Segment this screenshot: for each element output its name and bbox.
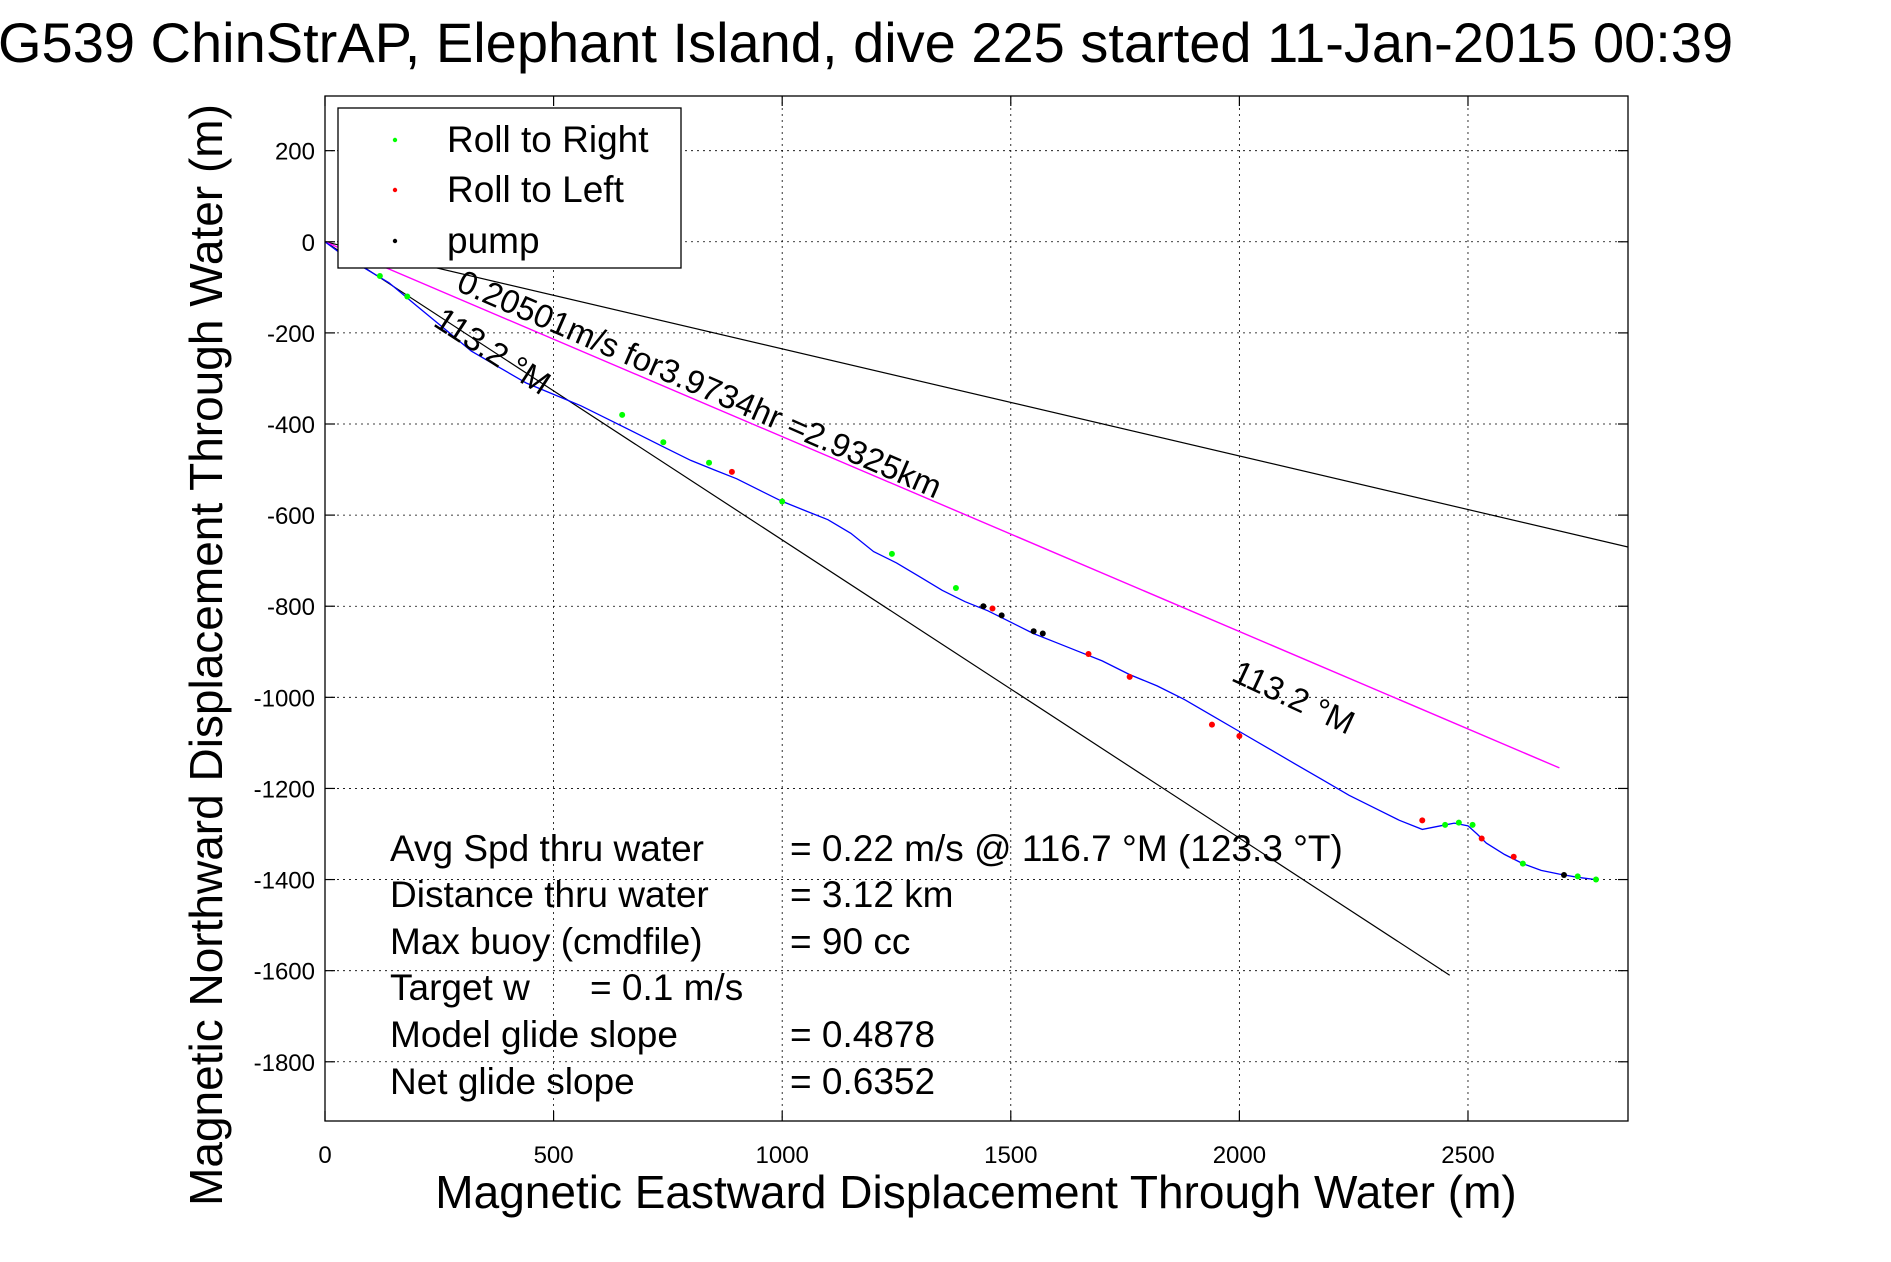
stat-label: Max buoy (cmdfile) bbox=[390, 921, 703, 962]
pump-point bbox=[1039, 630, 1046, 637]
legend: Roll to Right Roll to Left pump bbox=[337, 107, 682, 269]
stat-value: = 0.6352 bbox=[790, 1061, 935, 1102]
roll-left-point bbox=[1419, 817, 1426, 824]
stat-label: Avg Spd thru water bbox=[390, 828, 704, 869]
legend-marker-pump bbox=[392, 238, 398, 244]
x-tick-label: 500 bbox=[534, 1142, 574, 1169]
track-markers bbox=[376, 272, 1599, 883]
data-layer bbox=[325, 241, 1628, 976]
roll-right-point bbox=[1519, 860, 1526, 867]
pump-point bbox=[1030, 628, 1037, 635]
stat-value: = 3.12 km bbox=[790, 874, 954, 915]
y-axis-label: Magnetic Northward Displacement Through … bbox=[180, 104, 232, 1206]
x-tick-label: 0 bbox=[318, 1142, 331, 1169]
stats-block: Avg Spd thru water = 0.22 m/s @ 116.7 °M… bbox=[390, 828, 1343, 1102]
roll-right-point bbox=[619, 411, 626, 418]
roll-right-point bbox=[404, 293, 411, 300]
pump-point bbox=[998, 612, 1005, 619]
legend-marker-roll-left bbox=[392, 187, 398, 193]
stat-label: Net glide slope bbox=[390, 1061, 635, 1102]
pump-point bbox=[1560, 872, 1567, 878]
y-tick-label: -600 bbox=[267, 503, 315, 530]
roll-left-point bbox=[1085, 651, 1092, 658]
roll-right-point bbox=[779, 498, 786, 505]
roll-right-point bbox=[888, 550, 895, 557]
y-tick-label: -200 bbox=[267, 321, 315, 348]
roll-right-point bbox=[660, 439, 667, 446]
y-tick-label: -1800 bbox=[254, 1050, 315, 1077]
roll-left-point bbox=[1478, 835, 1485, 842]
y-tick-label: -1400 bbox=[254, 868, 315, 895]
chart-title: G539 ChinStrAP, Elephant Island, dive 22… bbox=[0, 11, 1733, 74]
y-tick-label: -1600 bbox=[254, 959, 315, 986]
legend-label-roll-left: Roll to Left bbox=[447, 169, 625, 210]
stat-value: = 0.1 m/s bbox=[590, 967, 743, 1008]
x-tick-label: 2000 bbox=[1213, 1142, 1266, 1169]
y-tick-label: 200 bbox=[275, 139, 315, 166]
y-tick-label: -400 bbox=[267, 412, 315, 439]
roll-right-point bbox=[1442, 821, 1449, 828]
roll-right-point bbox=[952, 585, 959, 591]
roll-right-point bbox=[1592, 876, 1599, 883]
x-axis-label: Magnetic Eastward Displacement Through W… bbox=[435, 1166, 1516, 1218]
y-tick-label: -1000 bbox=[254, 685, 315, 712]
stat-value: = 0.22 m/s @ 116.7 °M (123.3 °T) bbox=[790, 828, 1343, 869]
current-vector-line bbox=[325, 241, 1560, 769]
legend-marker-roll-right bbox=[392, 137, 398, 143]
roll-left-point bbox=[1510, 853, 1517, 860]
roll-right-point bbox=[706, 459, 713, 466]
y-tick-label: 0 bbox=[302, 230, 315, 257]
stat-label: Model glide slope bbox=[390, 1014, 678, 1055]
roll-right-point bbox=[1574, 873, 1581, 880]
legend-label-roll-right: Roll to Right bbox=[447, 119, 649, 160]
heading-bound-line bbox=[325, 241, 1451, 976]
stat-label: Target w bbox=[390, 967, 530, 1008]
roll-right-point bbox=[1469, 821, 1476, 828]
roll-left-point bbox=[1208, 721, 1215, 728]
x-tick-label: 1000 bbox=[755, 1142, 808, 1169]
y-tick-label: -800 bbox=[267, 594, 315, 621]
pump-point bbox=[980, 603, 987, 610]
stat-value: = 90 cc bbox=[790, 921, 910, 962]
axis-ticks: 0 500 1000 1500 2000 25002000-200-400-600-800… bbox=[254, 96, 1628, 1169]
roll-left-point bbox=[1236, 733, 1243, 740]
y-tick-label: -1200 bbox=[254, 776, 315, 803]
stat-label: Distance thru water bbox=[390, 874, 709, 915]
heading-bound-line bbox=[325, 241, 1628, 548]
roll-right-point bbox=[1455, 819, 1462, 826]
roll-left-point bbox=[1126, 673, 1133, 680]
stat-value: = 0.4878 bbox=[790, 1014, 935, 1055]
legend-label-pump: pump bbox=[447, 220, 540, 261]
x-tick-label: 1500 bbox=[984, 1142, 1037, 1169]
roll-left-point bbox=[989, 605, 996, 612]
axes-box bbox=[324, 95, 1629, 1122]
x-tick-label: 2500 bbox=[1441, 1142, 1494, 1169]
roll-left-point bbox=[728, 468, 735, 475]
roll-right-point bbox=[376, 272, 383, 279]
